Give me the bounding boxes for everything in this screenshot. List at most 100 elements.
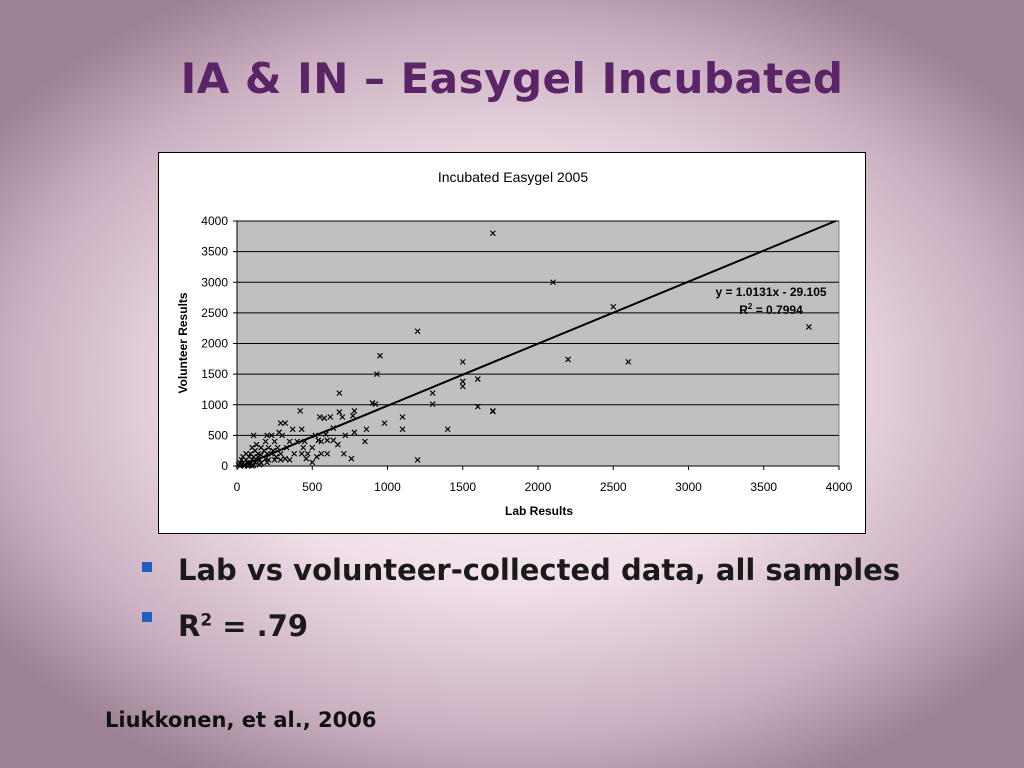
data-point [351,429,358,436]
y-axis-label: Volunteer Results [176,292,190,393]
data-point [414,456,421,463]
data-point [286,456,293,463]
data-point [256,461,263,468]
trendline-label: y = 1.0131x - 29.105 R2 = 0.7994 [715,285,826,317]
data-point [304,450,311,457]
y-tick-label: 4000 [201,214,228,228]
data-point [565,356,572,363]
data-point [286,438,293,445]
data-point [303,455,310,462]
y-tick-label: 1500 [201,367,228,381]
data-point [298,450,305,457]
trendline [240,220,836,467]
bullet-text: Lab vs volunteer-collected data, all sam… [178,553,901,587]
data-point [429,390,436,397]
data-point [282,420,289,427]
data-point [241,461,248,468]
x-tick-label: 2000 [525,480,552,494]
chart-frame: Incubated Easygel 2005 Volunteer Results… [158,152,866,534]
data-point [805,324,812,330]
trendline-r-squared: R2 = 0.7994 [739,302,803,317]
x-tick-label: 1000 [374,480,401,494]
data-point [250,453,257,460]
data-point [274,444,281,451]
data-point [277,420,284,427]
data-point [327,414,334,420]
bullet-item: R2 = .79 [140,600,900,650]
bullet-list: Lab vs volunteer-collected data, all sam… [140,550,900,650]
data-point [294,438,301,445]
data-point [309,444,316,451]
x-tick-label: 3000 [675,480,702,494]
chart-title: Incubated Easygel 2005 [438,169,588,185]
data-point [429,401,436,408]
data-point [289,426,296,433]
data-point [250,432,257,439]
data-point [318,450,325,457]
data-point [336,409,343,416]
data-point [334,441,341,448]
square-bullet-icon [142,562,152,572]
data-point [610,303,617,310]
data-point [342,432,349,439]
data-point [250,462,257,469]
y-tick-label: 0 [221,459,228,473]
data-point [271,456,278,463]
trendline-equation: y = 1.0131x - 29.105 [715,285,826,299]
data-point [244,463,251,469]
data-point [283,444,290,451]
data-point [324,437,331,444]
citation: Liukkonen, et al., 2006 [105,708,377,732]
x-tick-label: 2500 [600,480,627,494]
data-point [474,403,481,410]
y-tick-label: 2000 [201,337,228,351]
data-point [309,459,316,466]
scatter-chart: Incubated Easygel 2005 Volunteer Results… [176,169,853,518]
data-point [625,358,632,365]
data-point [489,408,496,415]
y-tick-label: 500 [208,428,228,442]
data-point [348,455,355,462]
data-point [262,455,269,462]
data-point [377,352,383,359]
square-bullet-icon [142,612,152,622]
data-point [318,438,325,445]
bullet-text-r-squared: R2 = .79 [178,608,309,643]
data-point [270,447,277,454]
y-tick-label: 3000 [201,275,228,289]
data-point [277,450,284,457]
data-point [362,438,368,445]
data-point [313,453,320,460]
data-point [279,432,286,439]
data-point [369,399,376,406]
data-point [399,414,406,420]
data-point [298,426,305,433]
bullet-item: Lab vs volunteer-collected data, all sam… [140,550,900,600]
data-point [264,459,271,466]
data-point [265,444,272,451]
data-point [399,426,406,433]
data-point [282,455,289,462]
data-point [330,425,337,431]
data-point [363,426,370,433]
data-point [300,444,307,451]
data-point [374,371,380,378]
data-point [459,378,466,385]
data-point [271,438,278,445]
x-tick-label: 500 [302,480,322,494]
data-point [268,450,275,457]
x-tick-label: 4000 [826,480,853,494]
data-point [474,376,481,382]
data-point [324,450,331,457]
data-point [256,456,263,463]
data-point [340,450,347,457]
data-point [273,453,280,460]
x-axis-label: Lab Results [505,504,573,518]
data-point [297,407,304,414]
data-point [459,383,466,390]
data-point [238,456,245,463]
data-point [349,412,356,419]
data-point [489,230,496,237]
slide-title: IA & IN – Easygel Incubated [180,54,844,103]
data-point [277,456,284,463]
